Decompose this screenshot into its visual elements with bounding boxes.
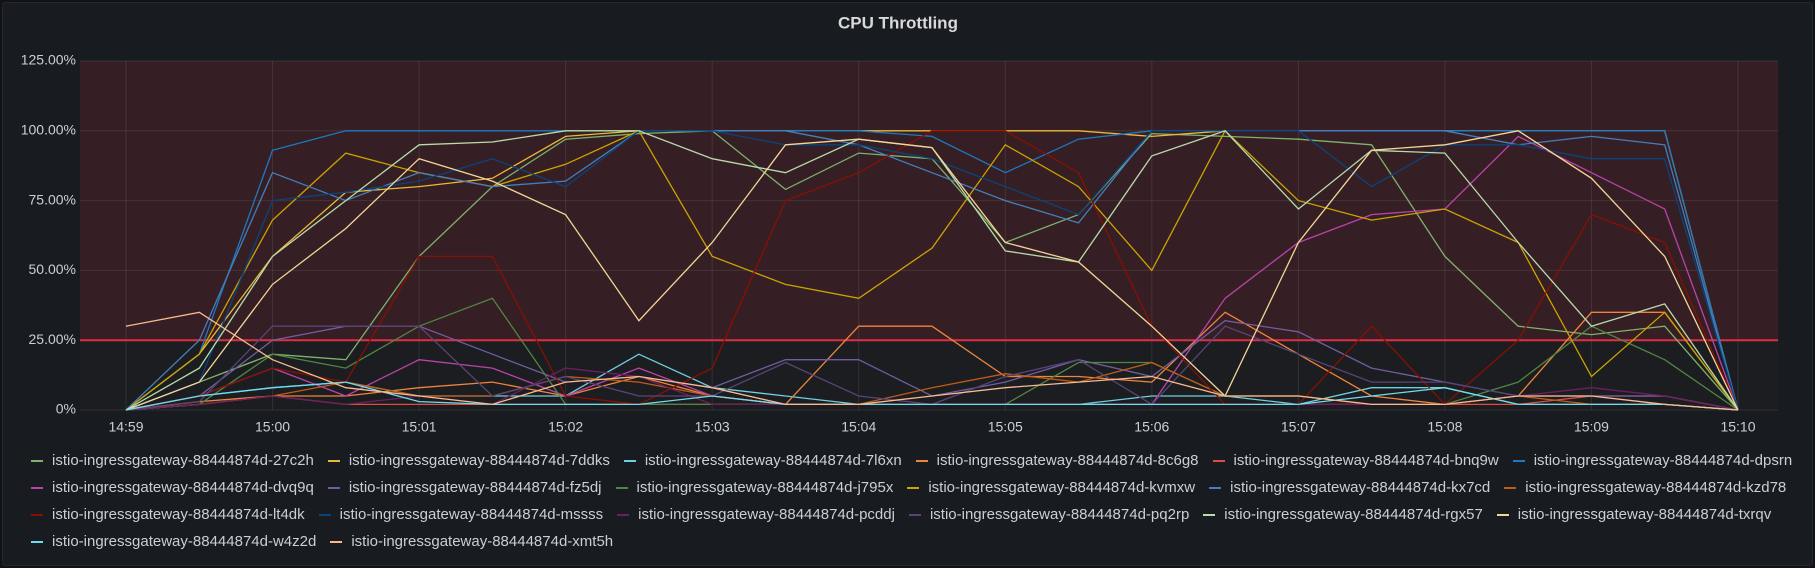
legend-item[interactable]: istio-ingressgateway-88444874d-kx7cd [1209, 478, 1490, 497]
x-tick-label: 15:01 [402, 419, 437, 435]
legend-item[interactable]: istio-ingressgateway-88444874d-rgx57 [1203, 505, 1483, 524]
legend-swatch [31, 513, 43, 516]
legend-item[interactable]: istio-ingressgateway-88444874d-27c2h [31, 451, 314, 470]
legend-label: istio-ingressgateway-88444874d-fz5dj [348, 479, 602, 496]
legend-label: istio-ingressgateway-88444874d-dvq9q [52, 479, 314, 496]
series-line [125, 130, 1739, 411]
legend-swatch [31, 459, 43, 462]
legend-item[interactable]: istio-ingressgateway-88444874d-kzd78 [1504, 478, 1786, 497]
legend-item[interactable]: istio-ingressgateway-88444874d-dvq9q [31, 478, 314, 497]
x-tick-label: 15:00 [255, 419, 290, 435]
legend-label: istio-ingressgateway-88444874d-w4z2d [52, 533, 317, 550]
series-line [125, 130, 1739, 411]
legend-item[interactable]: istio-ingressgateway-88444874d-j795x [615, 478, 894, 497]
legend-item[interactable]: istio-ingressgateway-88444874d-w4z2d [31, 532, 316, 551]
x-tick-label: 15:03 [695, 419, 730, 435]
legend-label: istio-ingressgateway-88444874d-pq2rp [929, 506, 1190, 523]
x-tick-label: 15:07 [1281, 419, 1316, 435]
legend-item[interactable]: istio-ingressgateway-88444874d-lt4dk [31, 505, 305, 524]
legend-label: istio-ingressgateway-88444874d-txrqv [1517, 506, 1772, 523]
legend-item[interactable]: istio-ingressgateway-88444874d-7l6xn [623, 451, 902, 470]
legend-label: istio-ingressgateway-88444874d-kx7cd [1230, 479, 1491, 496]
legend-label: istio-ingressgateway-88444874d-27c2h [52, 452, 314, 469]
x-tick-label: 15:02 [548, 419, 583, 435]
y-tick-label: 0% [56, 401, 76, 417]
legend-label: istio-ingressgateway-88444874d-mssss [339, 506, 604, 523]
x-tick-label: 15:05 [988, 419, 1023, 435]
legend-swatch [915, 459, 928, 462]
legend-swatch [617, 513, 630, 516]
x-tick-label: 15:09 [1574, 419, 1609, 435]
series-line [125, 130, 1739, 411]
y-tick-label: 125.00% [21, 52, 76, 68]
legend-label: istio-ingressgateway-88444874d-8c6g8 [936, 452, 1199, 469]
legend-swatch [907, 486, 920, 489]
legend-label: istio-ingressgateway-88444874d-7l6xn [644, 452, 902, 469]
legend-label: istio-ingressgateway-88444874d-bnq9w [1233, 452, 1499, 469]
x-tick-label: 14:59 [108, 419, 143, 435]
series-line [125, 129, 1739, 411]
legend-item[interactable]: istio-ingressgateway-88444874d-txrqv [1496, 505, 1772, 524]
legend-item[interactable]: istio-ingressgateway-88444874d-kvmxw [907, 478, 1195, 497]
legend-label: istio-ingressgateway-88444874d-xmt5h [351, 533, 614, 550]
legend-label: istio-ingressgateway-88444874d-7ddks [348, 452, 610, 469]
y-tick-label: 25.00% [29, 331, 76, 347]
legend-swatch [623, 459, 636, 462]
legend-item[interactable]: istio-ingressgateway-88444874d-pcddj [617, 505, 895, 524]
series-line [125, 381, 1739, 411]
x-tick-label: 15:10 [1720, 419, 1755, 435]
legend-swatch [1512, 459, 1525, 462]
legend-label: istio-ingressgateway-88444874d-rgx57 [1224, 506, 1483, 523]
legend-swatch [615, 486, 628, 489]
threshold-area [80, 61, 1778, 341]
legend-swatch [908, 513, 921, 516]
legend-item[interactable]: istio-ingressgateway-88444874d-bnq9w [1212, 451, 1499, 470]
legend-label: istio-ingressgateway-88444874d-kvmxw [928, 479, 1196, 496]
x-tick-label: 15:04 [841, 419, 876, 435]
legend-swatch [1209, 486, 1222, 489]
legend-swatch [31, 540, 43, 543]
legend-swatch [1203, 513, 1216, 516]
x-tick-label: 15:08 [1427, 419, 1462, 435]
legend-swatch [330, 540, 343, 543]
legend-item[interactable]: istio-ingressgateway-88444874d-8c6g8 [915, 451, 1199, 470]
legend-swatch [1504, 486, 1517, 489]
legend-swatch [318, 513, 331, 516]
y-tick-label: 100.00% [21, 122, 76, 138]
legend-label: istio-ingressgateway-88444874d-lt4dk [52, 506, 305, 523]
legend-label: istio-ingressgateway-88444874d-kzd78 [1525, 479, 1787, 496]
legend-swatch [1496, 513, 1509, 516]
legend-item[interactable]: istio-ingressgateway-88444874d-dpsrn [1512, 451, 1793, 470]
legend-label: istio-ingressgateway-88444874d-dpsrn [1533, 452, 1793, 469]
legend-item[interactable]: istio-ingressgateway-88444874d-fz5dj [327, 478, 602, 497]
series-line [125, 130, 1739, 411]
legend-item[interactable]: istio-ingressgateway-88444874d-pq2rp [908, 505, 1190, 524]
chart: CPU Throttling 0% 25.00% 50.00% 75.00% 100.0… [21, 13, 1778, 435]
legend-item[interactable]: istio-ingressgateway-88444874d-7ddks [327, 451, 610, 470]
legend-swatch [327, 486, 340, 489]
y-tick-label: 50.00% [29, 261, 76, 277]
legend-swatch [327, 459, 340, 462]
series-line [125, 311, 1739, 411]
legend-label: istio-ingressgateway-88444874d-pcddj [638, 506, 895, 523]
chart-title: CPU Throttling [838, 13, 958, 32]
legend-swatch [31, 486, 43, 489]
legend: istio-ingressgateway-88444874d-27c2h isti… [31, 451, 1801, 551]
y-tick-label: 75.00% [29, 191, 76, 207]
legend-swatch [1212, 459, 1225, 462]
legend-label: istio-ingressgateway-88444874d-j795x [636, 479, 894, 496]
legend-item[interactable]: istio-ingressgateway-88444874d-xmt5h [330, 532, 613, 551]
x-tick-label: 15:06 [1134, 419, 1169, 435]
legend-item[interactable]: istio-ingressgateway-88444874d-mssss [318, 505, 604, 524]
